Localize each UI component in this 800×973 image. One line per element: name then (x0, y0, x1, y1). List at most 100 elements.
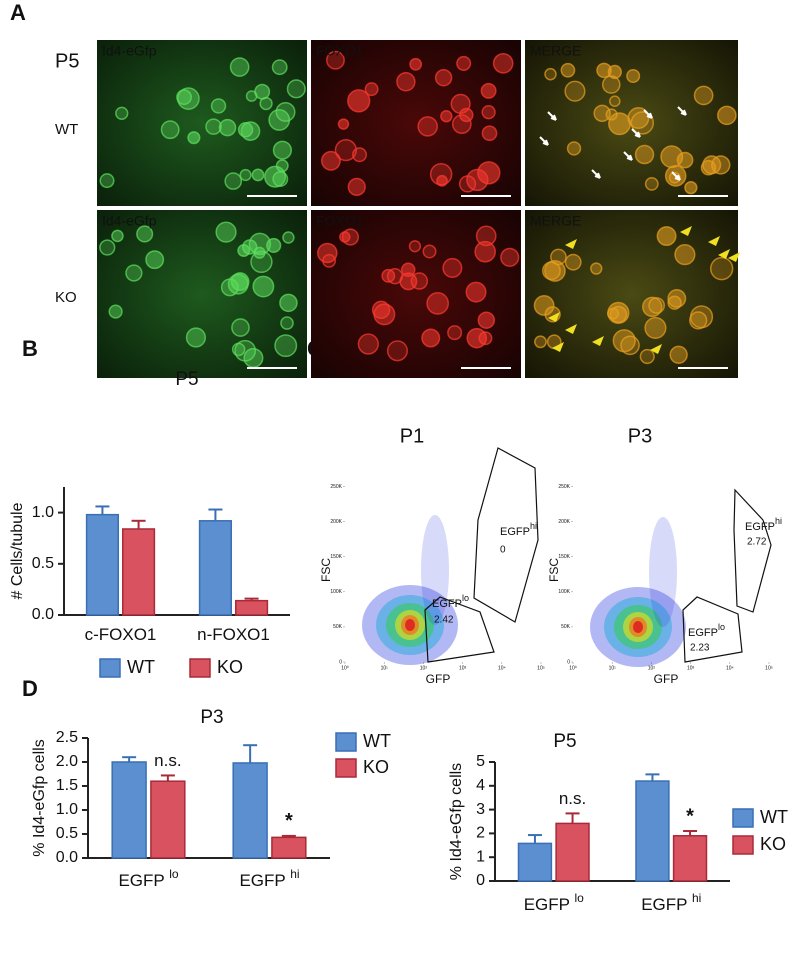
category-name: EGFP (641, 895, 687, 914)
cell (125, 264, 143, 282)
cell (601, 75, 621, 94)
cell (644, 316, 667, 340)
cell (533, 295, 555, 316)
y-tick-label: 200K (330, 519, 342, 525)
bar (232, 762, 268, 859)
cell (626, 68, 641, 84)
cell (593, 104, 611, 123)
cell (251, 168, 265, 182)
arrowhead (548, 312, 560, 322)
significance-label: n.s. (559, 789, 586, 808)
channel-label: MERGE (530, 43, 581, 59)
bar (555, 822, 590, 882)
legend-label: KO (760, 834, 786, 854)
bar (122, 528, 156, 616)
x-tick-label: EGFP lo (524, 891, 584, 914)
category-name: c-FOXO1 (85, 625, 157, 644)
y-tick-label: 0.0 (32, 606, 54, 623)
legend-label: WT (127, 657, 155, 677)
cell (422, 244, 437, 259)
cell (459, 107, 474, 123)
cell (627, 107, 650, 130)
y-tick-label: 0 (476, 872, 485, 889)
cell (272, 140, 293, 160)
cell (544, 67, 557, 81)
y-tick-label: 250K (558, 484, 570, 490)
legend-label: KO (363, 757, 389, 777)
gate (424, 596, 495, 663)
gate-value: 2.72 (747, 537, 767, 548)
gate-value: 0 (500, 545, 506, 556)
x-tick-label: 10³ (459, 665, 467, 671)
cell (674, 244, 696, 266)
cell (347, 177, 366, 197)
cell (684, 180, 698, 195)
cell (274, 334, 298, 358)
cell (224, 172, 243, 190)
gate-superscript: lo (462, 593, 469, 603)
x-tick-label: 10⁴ (498, 665, 506, 671)
legend-swatch (189, 658, 211, 678)
legend-swatch (99, 658, 121, 678)
cell (436, 174, 448, 187)
legend-swatch (335, 732, 357, 752)
y-tick-label: 150K (330, 554, 342, 560)
cell (429, 162, 453, 186)
cell (160, 120, 180, 140)
x-tick-label: EGFP hi (641, 891, 701, 914)
arrow (671, 171, 681, 181)
y-tick-label: 100K (330, 589, 342, 595)
cell (220, 278, 239, 297)
gate-name: EGFP (432, 598, 462, 610)
cell (341, 228, 360, 246)
y-tick-label: 1 (476, 848, 485, 865)
legend-label: KO (217, 657, 243, 677)
cell (450, 93, 471, 114)
gate-label: EGFPhi (500, 521, 537, 538)
cell (689, 305, 714, 329)
arrowhead (708, 236, 720, 246)
arrow (677, 106, 687, 116)
x-tick-label: n-FOXO1 (197, 625, 270, 644)
cell (111, 229, 124, 243)
gate (733, 488, 772, 613)
cell (447, 325, 463, 341)
cell (386, 340, 408, 362)
x-axis-label: GFP (654, 672, 679, 686)
chart-title: P3 (200, 707, 223, 728)
cell (187, 131, 201, 145)
cell (108, 304, 123, 319)
gate-superscript: lo (718, 622, 725, 632)
cell (534, 335, 547, 349)
gate-label: EGFPhi (745, 516, 782, 533)
channel-label: Id4-eGfp (102, 43, 157, 59)
cell (215, 221, 237, 243)
cell (408, 240, 422, 253)
cell (99, 173, 115, 189)
arrowhead (552, 342, 564, 352)
cell (396, 72, 416, 92)
legend-swatch (732, 835, 754, 855)
cell (481, 125, 498, 142)
y-tick-label: 1.0 (32, 504, 54, 521)
cell (115, 106, 129, 120)
gate-superscript: hi (775, 516, 782, 526)
stage-label: P5 (55, 50, 79, 72)
cell (480, 82, 497, 99)
gate (473, 447, 539, 623)
cell (259, 96, 273, 111)
x-tick-label: 10³ (687, 665, 695, 671)
cell (607, 307, 620, 320)
cell (176, 89, 193, 106)
cell (347, 89, 371, 113)
chart-title: P5 (553, 731, 576, 752)
chart-title: P3 (628, 425, 652, 447)
x-tick-label: EGFP hi (239, 867, 299, 890)
y-tick-label: 50K (333, 624, 343, 630)
arrow (547, 111, 557, 121)
cell (717, 105, 737, 126)
gate-label: EGFPlo (688, 622, 725, 639)
bar (635, 780, 670, 882)
bar (672, 835, 708, 882)
cell (271, 59, 288, 76)
